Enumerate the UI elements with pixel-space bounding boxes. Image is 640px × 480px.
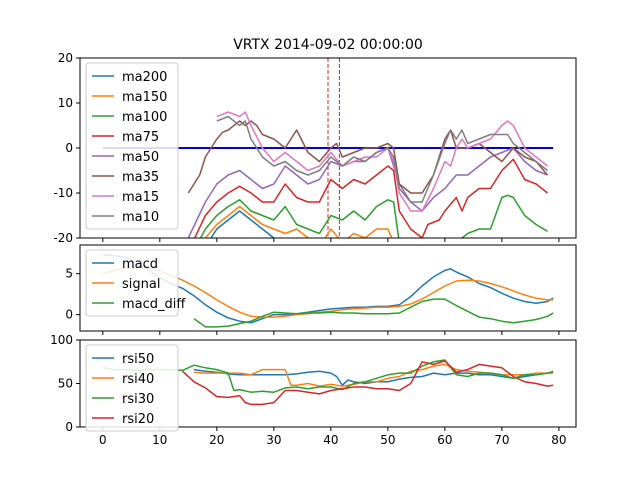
y-tick-label: 20 <box>58 51 73 65</box>
x-tick-label: 10 <box>152 433 167 447</box>
legend-label-ma75: ma75 <box>122 130 159 145</box>
y-tick-label: 5 <box>65 267 73 281</box>
legend: ma200 ma150 ma100 ma75 ma50 ma35 ma15 ma10 <box>85 62 179 230</box>
y-tick-label: 10 <box>58 96 73 110</box>
legend-box <box>85 344 179 432</box>
legend-box <box>85 249 179 317</box>
series-line-macd <box>102 254 554 324</box>
x-tick-label: 0 <box>99 433 107 447</box>
series-line-rsi50 <box>193 368 554 386</box>
y-tick-label: 50 <box>58 377 73 391</box>
legend-label-rsi30: rsi30 <box>122 392 154 407</box>
x-tick-label: 50 <box>380 433 395 447</box>
legend: rsi50 rsi40 rsi30 rsi20 <box>85 344 179 432</box>
y-tick-label: 0 <box>65 141 73 155</box>
legend: macd signal macd_diff <box>85 249 186 317</box>
legend-label-rsi20: rsi20 <box>122 412 154 427</box>
x-tick-label: 40 <box>323 433 338 447</box>
panel-2: 0 5 macd signal macd_diff <box>65 244 577 335</box>
y-tick-label: -10 <box>53 186 73 200</box>
x-tick-label: 80 <box>551 433 566 447</box>
series-line-signal <box>102 266 554 318</box>
x-tick-label: 70 <box>494 433 509 447</box>
legend-label-macd_diff: macd_diff <box>122 297 186 312</box>
legend-label-ma15: ma15 <box>122 190 159 205</box>
series-line-ma100 <box>199 194 548 238</box>
y-tick-label: 0 <box>65 308 73 322</box>
series-line-ma75 <box>193 158 548 238</box>
series-line-macd_diff <box>193 298 554 328</box>
series-line-ma15 <box>216 111 548 212</box>
legend-label-macd: macd <box>122 257 158 272</box>
legend-label-ma150: ma150 <box>122 90 167 105</box>
x-tick-label: 60 <box>437 433 452 447</box>
series-line-ma10 <box>216 115 548 203</box>
legend-box <box>85 62 179 230</box>
legend-label-ma200: ma200 <box>122 70 167 85</box>
x-tick-label: 20 <box>209 433 224 447</box>
plot-area <box>102 254 554 328</box>
legend-label-ma35: ma35 <box>122 170 159 185</box>
axes-frame <box>79 244 577 332</box>
y-tick-label: -20 <box>53 231 73 245</box>
legend-label-ma100: ma100 <box>122 110 167 125</box>
legend-label-rsi40: rsi40 <box>122 372 154 387</box>
plot-area <box>102 359 554 406</box>
legend-label-ma50: ma50 <box>122 150 159 165</box>
legend-label-rsi50: rsi50 <box>122 352 154 367</box>
y-tick-label: 0 <box>65 420 73 434</box>
series-line-ma200 <box>210 210 332 238</box>
legend-label-ma10: ma10 <box>122 210 159 225</box>
y-tick-label: 100 <box>50 333 73 347</box>
panel-1: -20-1001020ma200ma150ma100ma75ma50ma35ma… <box>53 51 577 245</box>
chart-title: VRTX 2014-09-02 00:00:00 <box>233 37 423 53</box>
x-tick-label: 30 <box>266 433 281 447</box>
chart-panels: -20-1001020ma200ma150ma100ma75ma50ma35ma… <box>50 51 577 447</box>
legend-label-signal: signal <box>122 277 160 292</box>
series-line-ma150 <box>204 205 393 238</box>
series-line-rsi20 <box>182 360 554 406</box>
series-line-rsi30 <box>102 359 554 393</box>
